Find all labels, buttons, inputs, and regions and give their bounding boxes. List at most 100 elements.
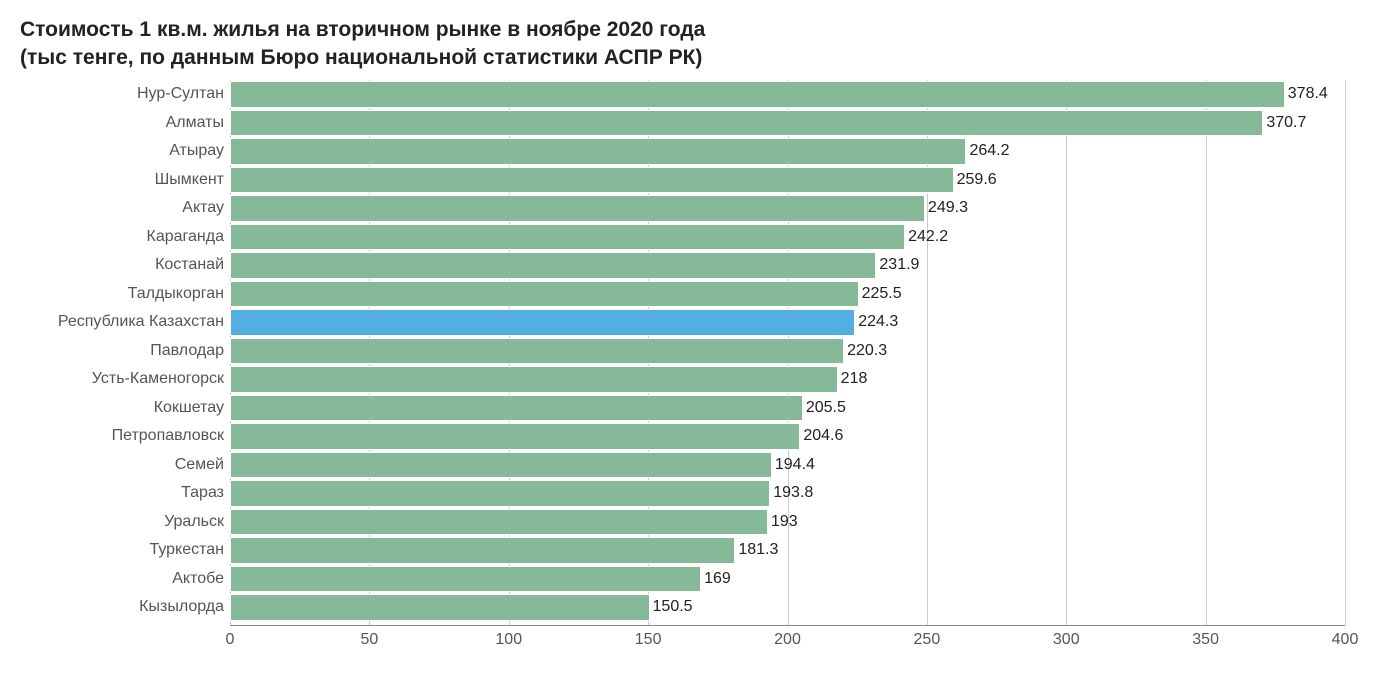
bar-value-label: 220.3 — [843, 342, 887, 360]
category-label: Павлодар — [20, 342, 230, 360]
bar: 242.2 — [230, 224, 905, 251]
category-label: Кокшетау — [20, 399, 230, 417]
bar-value-label: 242.2 — [904, 228, 948, 246]
bar: 249.3 — [230, 195, 925, 222]
bar: 231.9 — [230, 252, 876, 279]
category-label: Туркестан — [20, 541, 230, 559]
bar: 194.4 — [230, 452, 772, 479]
bar-row: Усть-Каменогорск218 — [20, 366, 1345, 393]
bar-value-label: 370.7 — [1262, 114, 1306, 132]
bar-track: 169 — [230, 566, 1345, 593]
bar: 204.6 — [230, 423, 800, 450]
bar-value-label: 193.8 — [769, 484, 813, 502]
category-label: Алматы — [20, 114, 230, 132]
bar-value-label: 259.6 — [953, 171, 997, 189]
category-label: Уральск — [20, 513, 230, 531]
bar-track: 231.9 — [230, 252, 1345, 279]
bar-track: 264.2 — [230, 138, 1345, 165]
bar: 370.7 — [230, 110, 1263, 137]
bar-row: Алматы370.7 — [20, 110, 1345, 137]
bar-value-label: 218 — [837, 370, 868, 388]
x-tick-label: 100 — [495, 631, 522, 649]
bar: 169 — [230, 566, 701, 593]
category-label: Нур-Султан — [20, 85, 230, 103]
bar-track: 259.6 — [230, 167, 1345, 194]
bar-value-label: 181.3 — [734, 541, 778, 559]
bar: 225.5 — [230, 281, 859, 308]
bar-row: Семей194.4 — [20, 452, 1345, 479]
bar-track: 193 — [230, 509, 1345, 536]
bar-track: 370.7 — [230, 110, 1345, 137]
bar: 264.2 — [230, 138, 966, 165]
bar-track: 193.8 — [230, 480, 1345, 507]
bar-track: 218 — [230, 366, 1345, 393]
bar-row: Уральск193 — [20, 509, 1345, 536]
bar-value-label: 169 — [700, 570, 731, 588]
category-label: Тараз — [20, 484, 230, 502]
bar: 218 — [230, 366, 838, 393]
bar-track: 378.4 — [230, 81, 1345, 108]
bar-value-label: 249.3 — [924, 199, 968, 217]
chart-title-line2: (тыс тенге, по данным Бюро национальной … — [20, 46, 1375, 70]
bar-value-label: 194.4 — [771, 456, 815, 474]
x-tick-label: 150 — [635, 631, 662, 649]
bar-value-label: 231.9 — [875, 256, 919, 274]
bar-row: Павлодар220.3 — [20, 338, 1345, 365]
bar: 150.5 — [230, 594, 650, 621]
rows-container: Нур-Султан378.4Алматы370.7Атырау264.2Шым… — [20, 80, 1345, 625]
x-tick-label: 250 — [914, 631, 941, 649]
x-tick-label: 50 — [360, 631, 378, 649]
category-label: Республика Казахстан — [20, 313, 230, 331]
bar-row: Республика Казахстан224.3 — [20, 309, 1345, 336]
x-tick-label: 0 — [226, 631, 235, 649]
x-tick-label: 200 — [774, 631, 801, 649]
bar-value-label: 193 — [767, 513, 798, 531]
grid-line — [1345, 80, 1346, 625]
bar: 193 — [230, 509, 768, 536]
bar-value-label: 225.5 — [858, 285, 902, 303]
bar-value-label: 224.3 — [854, 313, 898, 331]
bar-row: Актау249.3 — [20, 195, 1345, 222]
bar-track: 204.6 — [230, 423, 1345, 450]
bar: 205.5 — [230, 395, 803, 422]
x-tick-label: 300 — [1053, 631, 1080, 649]
bar-value-label: 264.2 — [965, 142, 1009, 160]
bar: 181.3 — [230, 537, 735, 564]
bar-track: 225.5 — [230, 281, 1345, 308]
bar-row: Актобе169 — [20, 566, 1345, 593]
bar-row: Кызылорда150.5 — [20, 594, 1345, 621]
bar-row: Тараз 193.8 — [20, 480, 1345, 507]
bar-row: Караганда242.2 — [20, 224, 1345, 251]
bar-track: 150.5 — [230, 594, 1345, 621]
category-label: Атырау — [20, 142, 230, 160]
bar: 378.4 — [230, 81, 1285, 108]
category-label: Костанай — [20, 256, 230, 274]
category-label: Шымкент — [20, 171, 230, 189]
chart-title-line1: Стоимость 1 кв.м. жилья на вторичном рын… — [20, 18, 1375, 42]
category-label: Актобе — [20, 570, 230, 588]
bar: 220.3 — [230, 338, 844, 365]
chart-container: Стоимость 1 кв.м. жилья на вторичном рын… — [0, 0, 1395, 673]
bar-track: 220.3 — [230, 338, 1345, 365]
bar-row: Талдыкорган225.5 — [20, 281, 1345, 308]
bar-row: Кокшетау205.5 — [20, 395, 1345, 422]
bar-value-label: 150.5 — [649, 598, 693, 616]
bar-chart: Нур-Султан378.4Алматы370.7Атырау264.2Шым… — [20, 80, 1375, 665]
bar-track: 194.4 — [230, 452, 1345, 479]
bar-row: Шымкент 259.6 — [20, 167, 1345, 194]
bar-row: Атырау264.2 — [20, 138, 1345, 165]
x-tick-label: 400 — [1332, 631, 1359, 649]
bar-row: Нур-Султан378.4 — [20, 81, 1345, 108]
category-label: Усть-Каменогорск — [20, 370, 230, 388]
bar-track: 224.3 — [230, 309, 1345, 336]
bar-value-label: 205.5 — [802, 399, 846, 417]
category-label: Актау — [20, 199, 230, 217]
bar-row: Петропавловск204.6 — [20, 423, 1345, 450]
category-label: Семей — [20, 456, 230, 474]
bar-track: 242.2 — [230, 224, 1345, 251]
bar-highlight: 224.3 — [230, 309, 855, 336]
bar-row: Туркестан181.3 — [20, 537, 1345, 564]
category-label: Талдыкорган — [20, 285, 230, 303]
x-axis: 050100150200250300350400 — [230, 625, 1345, 655]
category-label: Кызылорда — [20, 598, 230, 616]
